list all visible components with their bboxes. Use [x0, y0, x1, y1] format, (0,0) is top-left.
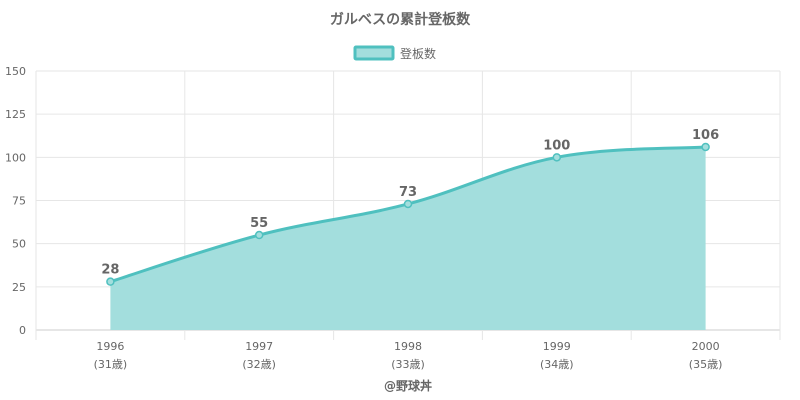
y-tick-label: 25	[12, 281, 26, 294]
y-tick-label: 75	[12, 195, 26, 208]
y-axis: 0 25 50 75 100 125 150	[5, 65, 26, 337]
y-tick-label: 0	[19, 324, 26, 337]
y-tick-label: 100	[5, 151, 26, 164]
x-tick-sublabel: (33歳)	[391, 358, 425, 371]
data-label: 106	[692, 128, 719, 143]
x-tick-sublabel: (34歳)	[540, 358, 574, 371]
x-tick-sublabel: (32歳)	[242, 358, 276, 371]
x-tick-label: 1998	[394, 340, 422, 353]
data-label: 55	[250, 216, 268, 231]
data-labels: 28 55 73 100 106	[101, 128, 719, 278]
x-tick-label: 2000	[692, 340, 720, 353]
data-label: 28	[101, 263, 119, 278]
chart-title: ガルベスの累計登板数	[330, 11, 471, 28]
x-tick-sublabel: (31歳)	[94, 358, 128, 371]
data-point	[552, 153, 562, 162]
legend[interactable]: 登板数	[353, 45, 436, 61]
data-point	[403, 199, 413, 209]
legend-swatch	[353, 45, 395, 61]
area-fill	[110, 146, 706, 330]
x-tick-label: 1997	[245, 340, 273, 353]
data-point	[701, 142, 710, 152]
credit: @野球丼	[384, 378, 432, 393]
series-area	[106, 142, 710, 330]
x-tick-label: 1996	[96, 340, 124, 353]
x-tick-sublabel: (35歳)	[689, 358, 723, 371]
y-tick-label: 125	[5, 108, 26, 121]
x-tick-label: 1999	[543, 340, 571, 353]
data-label: 73	[399, 185, 417, 200]
data-label: 100	[543, 138, 570, 153]
y-tick-label: 150	[5, 65, 26, 78]
x-axis: 1996 (31歳) 1997 (32歳) 1998 (33歳) 1999 (34歳) 2000…	[94, 340, 723, 371]
data-point	[106, 277, 115, 286]
data-point	[254, 230, 264, 240]
legend-label: 登板数	[400, 46, 436, 61]
y-tick-label: 50	[12, 238, 26, 251]
